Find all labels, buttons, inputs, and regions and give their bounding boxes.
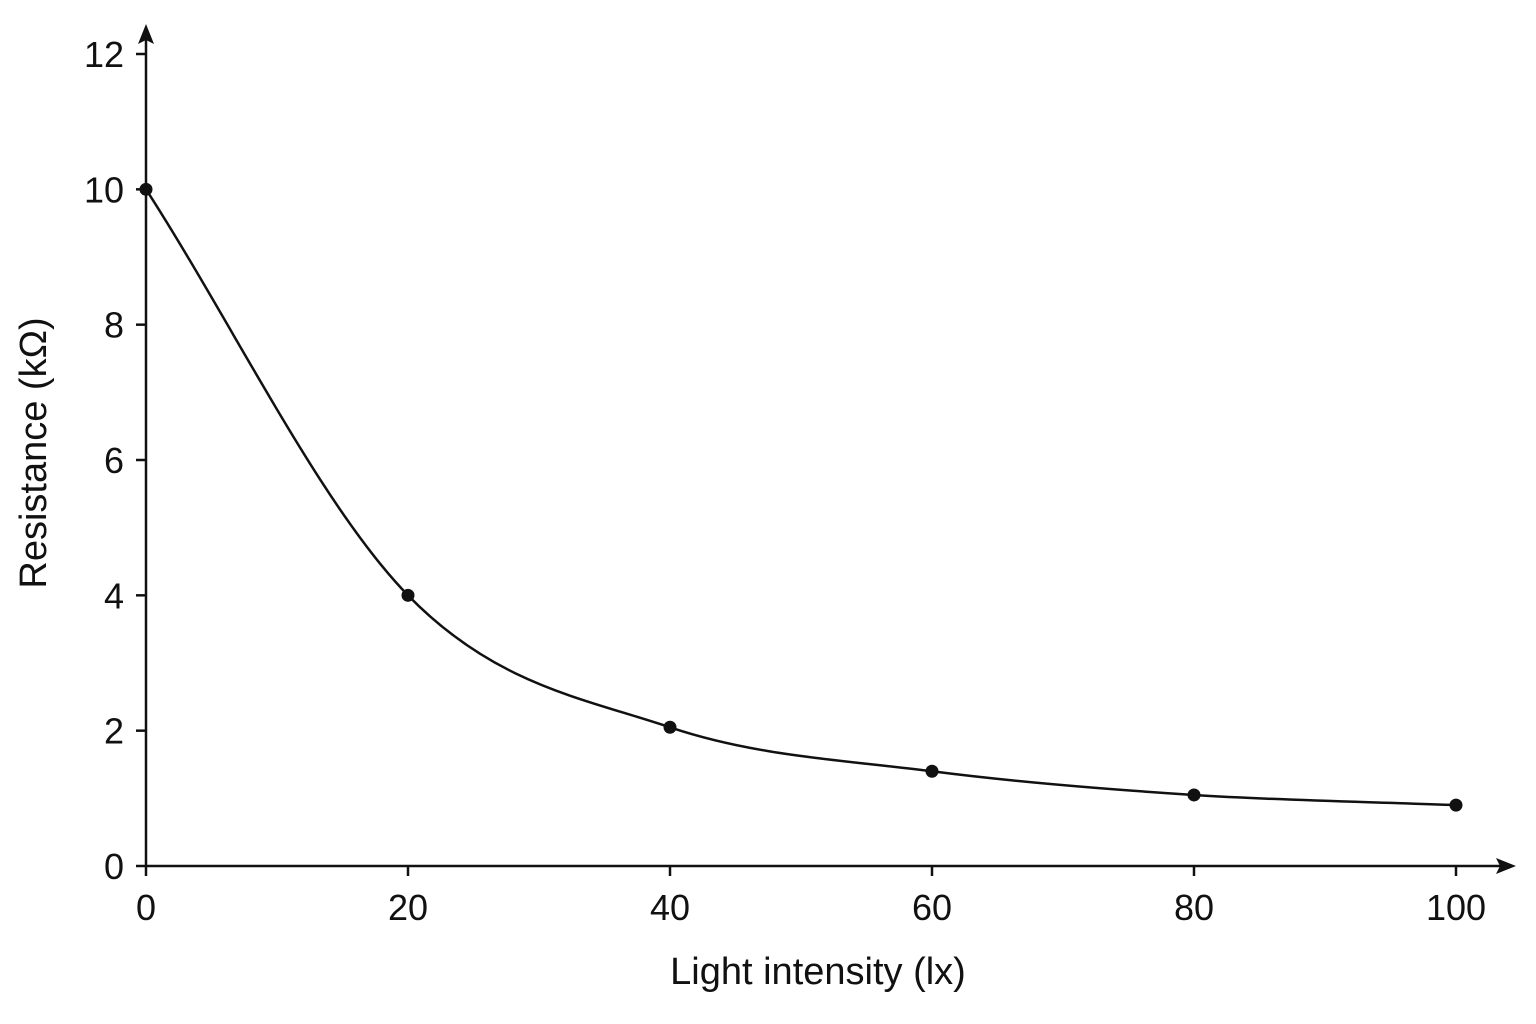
data-point [1449, 798, 1463, 812]
data-point [663, 720, 677, 734]
data-point [139, 182, 153, 196]
x-tick-label: 40 [650, 887, 690, 928]
y-tick-label: 12 [84, 34, 124, 75]
x-tick-label: 60 [912, 887, 952, 928]
y-axis-arrow [138, 24, 154, 44]
curve-layer [144, 188, 1457, 807]
y-tick-label: 4 [104, 575, 124, 616]
x-axis-arrow [1496, 858, 1516, 874]
x-tick-label: 0 [136, 887, 156, 928]
y-tick-label: 8 [104, 305, 124, 346]
x-tick-label: 20 [388, 887, 428, 928]
axes [138, 24, 1516, 874]
y-tick-label: 2 [104, 711, 124, 752]
x-axis-title: Light intensity (lx) [670, 951, 966, 993]
points-layer [139, 182, 1463, 812]
x-tick-label: 80 [1174, 887, 1214, 928]
y-tick-label: 6 [104, 440, 124, 481]
series-line [144, 188, 1457, 807]
data-point [925, 764, 939, 778]
axis-ticks: 0 20 40 60 80 100 0 2 4 6 8 10 12 [84, 34, 1486, 928]
data-point [401, 588, 415, 602]
y-tick-label: 10 [84, 169, 124, 210]
data-point [1187, 788, 1201, 802]
x-tick-label: 100 [1426, 887, 1486, 928]
y-tick-label: 0 [104, 846, 124, 887]
y-axis-title: Resistance (kΩ) [13, 317, 55, 588]
